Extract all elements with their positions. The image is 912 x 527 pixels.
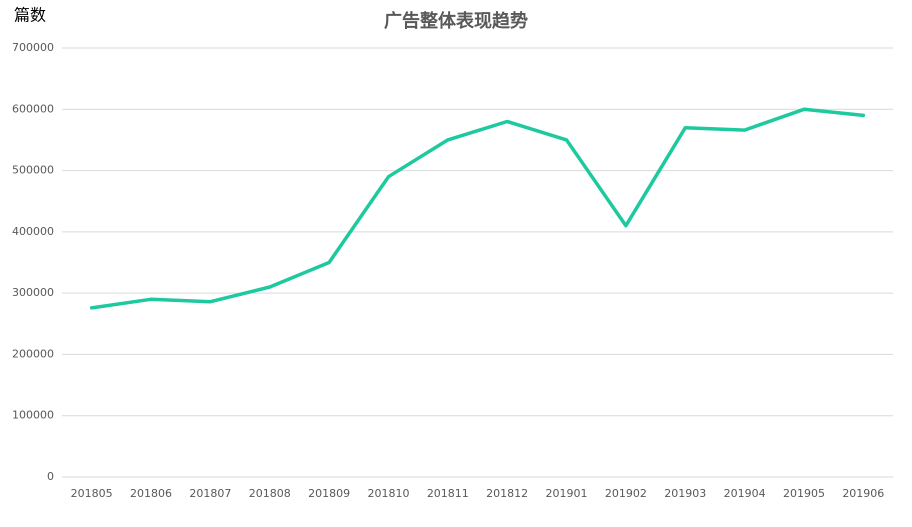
- x-tick-label: 201901: [546, 487, 588, 500]
- x-tick-label: 201808: [249, 487, 291, 500]
- y-tick-label: 100000: [12, 409, 54, 422]
- x-tick-label: 201807: [189, 487, 231, 500]
- y-tick-label: 300000: [12, 286, 54, 299]
- x-tick-label: 201811: [427, 487, 469, 500]
- x-tick-label: 201805: [71, 487, 113, 500]
- y-tick-label: 500000: [12, 164, 54, 177]
- y-tick-label: 200000: [12, 347, 54, 360]
- y-tick-label: 600000: [12, 102, 54, 115]
- x-tick-label: 201902: [605, 487, 647, 500]
- y-tick-label: 400000: [12, 225, 54, 238]
- y-axis-label: 篇数: [14, 6, 46, 25]
- x-tick-label: 201904: [724, 487, 766, 500]
- x-tick-label: 201812: [486, 487, 528, 500]
- y-tick-label: 700000: [12, 41, 54, 54]
- x-tick-label: 201906: [842, 487, 884, 500]
- x-tick-label: 201905: [783, 487, 825, 500]
- x-tick-label: 201809: [308, 487, 350, 500]
- chart-title: 广告整体表现趋势: [384, 10, 528, 32]
- x-tick-label: 201810: [367, 487, 409, 500]
- y-tick-label: 0: [47, 470, 54, 483]
- x-tick-label: 201806: [130, 487, 172, 500]
- x-tick-label: 201903: [664, 487, 706, 500]
- series-line: [89, 107, 866, 310]
